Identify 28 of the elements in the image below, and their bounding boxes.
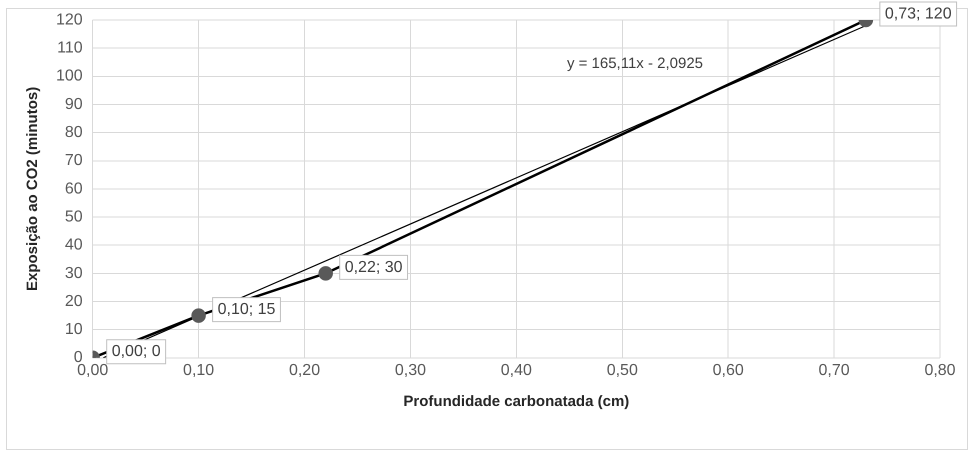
x-tick-label: 0,50: [606, 362, 638, 379]
y-tick-label: 50: [64, 208, 83, 226]
y-tick-label: 80: [64, 124, 83, 142]
x-tick-label: 0,70: [818, 362, 850, 379]
y-tick-label: 120: [56, 11, 83, 28]
data-label: 0,00; 0: [112, 343, 161, 360]
y-tick-label: 100: [56, 68, 83, 85]
x-tick-label: 0,30: [394, 362, 426, 379]
y-tick-label: 90: [64, 96, 83, 113]
x-tick-label: 0,80: [924, 362, 956, 379]
x-tick-label: 0,20: [288, 362, 320, 379]
data-label: 0,22; 30: [344, 258, 403, 276]
x-tick-label: 0,10: [183, 362, 214, 379]
data-label: 0,73; 120: [884, 5, 952, 22]
x-tick-label: 0,60: [712, 362, 744, 379]
y-axis-title: Exposição ao CO2 (minutos): [24, 86, 42, 291]
y-tick-label: 70: [64, 152, 83, 170]
x-axis-title: Profundidade carbonatada (cm): [403, 393, 630, 410]
y-tick-label: 20: [64, 292, 83, 310]
annotation: y = 165,11x - 2,0925: [566, 55, 704, 72]
y-tick-label: 110: [57, 40, 83, 57]
data-label: 0,10; 15: [218, 300, 276, 318]
x-tick-label: 0,00: [77, 362, 108, 379]
x-tick-label: 0,40: [500, 362, 532, 379]
y-tick-label: 60: [64, 180, 83, 198]
y-tick-label: 10: [64, 321, 83, 338]
y-tick-label: 30: [64, 264, 83, 282]
y-tick-label: 40: [64, 236, 83, 254]
